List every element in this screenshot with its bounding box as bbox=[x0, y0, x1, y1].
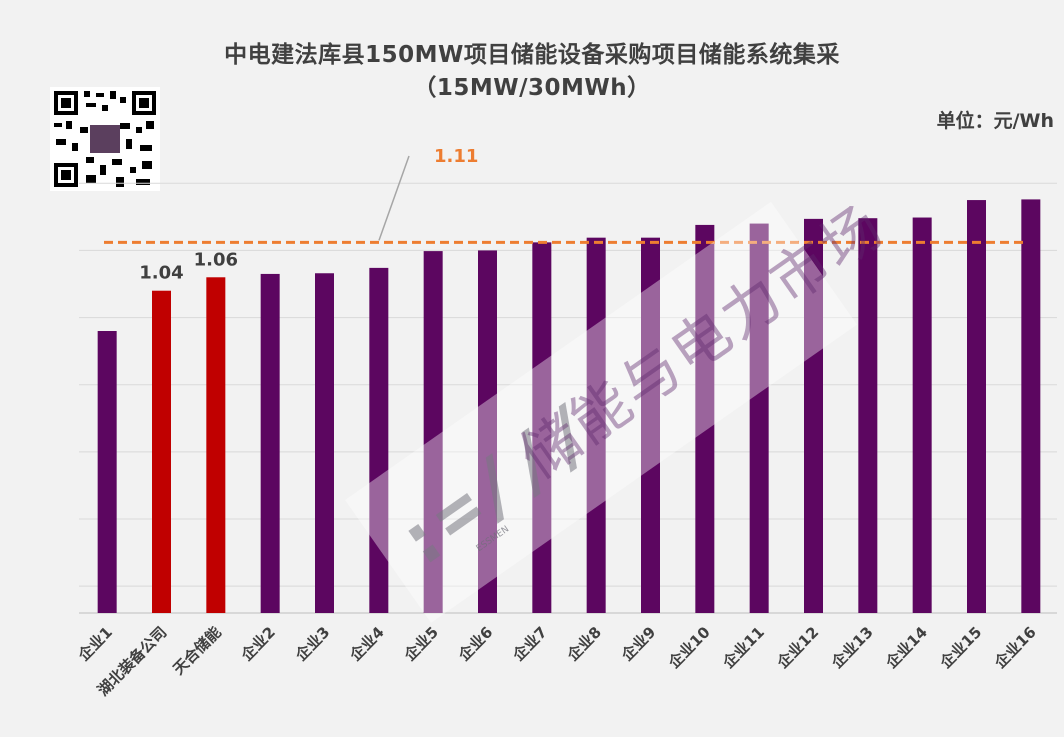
bar bbox=[912, 217, 932, 613]
category-label: 企业7 bbox=[509, 623, 551, 665]
category-label: 企业6 bbox=[454, 623, 496, 665]
bar bbox=[586, 237, 606, 613]
bar bbox=[804, 218, 823, 613]
category-label: 企业12 bbox=[773, 623, 822, 672]
bar bbox=[532, 242, 552, 613]
bar bbox=[478, 250, 497, 613]
bar bbox=[206, 277, 226, 613]
bar bbox=[858, 218, 878, 613]
category-label: 企业3 bbox=[291, 623, 333, 665]
category-label: 企业13 bbox=[827, 623, 876, 672]
reference-label: 1.11 bbox=[434, 146, 478, 167]
bar bbox=[369, 267, 389, 613]
category-label: 企业14 bbox=[882, 623, 931, 672]
category-label: 天合储能 bbox=[169, 623, 224, 678]
category-label: 企业11 bbox=[719, 623, 768, 672]
category-label: 企业8 bbox=[563, 623, 605, 665]
bar bbox=[967, 200, 986, 614]
data-label: 1.04 bbox=[139, 263, 183, 284]
bar bbox=[97, 331, 117, 613]
unit-label: 单位：元/Wh bbox=[936, 110, 1054, 132]
bar bbox=[641, 237, 660, 613]
category-label: 企业15 bbox=[936, 623, 985, 672]
category-label: 企业5 bbox=[400, 623, 442, 665]
reference-leader-line bbox=[378, 155, 410, 241]
bar bbox=[315, 273, 334, 613]
data-label: 1.06 bbox=[194, 249, 238, 270]
category-label: 企业9 bbox=[617, 623, 659, 665]
bar bbox=[749, 223, 769, 614]
category-label: 企业10 bbox=[664, 623, 713, 672]
bar bbox=[695, 224, 715, 613]
bar bbox=[1021, 199, 1041, 613]
bar bbox=[260, 273, 280, 613]
chart-subtitle: （15MW/30MWh） bbox=[413, 75, 651, 101]
chart-title: 中电建法库县150MW项目储能设备采购项目储能系统集采 bbox=[224, 42, 840, 68]
bar bbox=[423, 251, 443, 613]
category-label: 企业1 bbox=[74, 623, 116, 665]
bar bbox=[152, 290, 171, 613]
category-label: 企业16 bbox=[990, 623, 1039, 672]
category-label: 企业2 bbox=[237, 623, 279, 665]
category-label: 企业4 bbox=[346, 623, 388, 665]
qr-code-icon bbox=[50, 87, 160, 191]
